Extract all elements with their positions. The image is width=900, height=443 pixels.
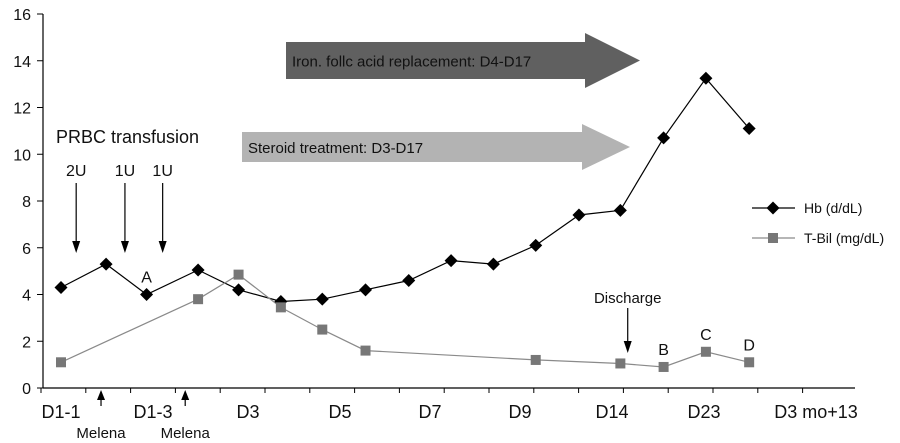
- tbil-point: [744, 357, 755, 368]
- hb-point: [54, 280, 68, 294]
- transfusion-arrow-head: [158, 241, 167, 253]
- hb-point: [140, 288, 154, 301]
- treatment-label: Steroid treatment: D3-D17: [248, 140, 423, 157]
- tbil-point: [275, 302, 286, 313]
- y-tick-label: 4: [22, 288, 31, 305]
- tbil-point: [317, 324, 328, 335]
- melena-label: Melena: [76, 425, 126, 442]
- legend-marker: [766, 201, 780, 215]
- series-markers: [54, 71, 756, 372]
- transfusion-label: 1U: [115, 163, 135, 180]
- y-tick-label: 10: [13, 147, 31, 164]
- x-tick-label: D1-3: [133, 402, 172, 422]
- y-tick-label: 12: [13, 101, 31, 118]
- tbil-point: [193, 294, 204, 305]
- y-tick-label: 8: [22, 194, 31, 211]
- x-tick-label: D9: [508, 402, 531, 422]
- hb-point: [529, 238, 543, 252]
- transfusion-arrow-head: [72, 241, 81, 253]
- hb-point: [572, 208, 586, 222]
- melena-arrow-head: [181, 390, 190, 400]
- treatment-arrows: Iron. follc acid replacement: D4-D17 Ster…: [242, 33, 640, 170]
- y-tick-label: 6: [22, 241, 31, 258]
- discharge-arrow-head: [623, 341, 632, 353]
- transfusion-label: 1U: [152, 163, 172, 180]
- x-tick-label: D1-1: [41, 402, 80, 422]
- melena-arrow-head: [97, 390, 106, 400]
- prbc-transfusion-title: PRBC transfusion: [56, 127, 199, 147]
- legend-label: Hb (d/dL): [804, 200, 862, 216]
- point-letter-label: D: [743, 337, 755, 354]
- point-letter-label: B: [658, 342, 669, 359]
- treatment-arrow: [286, 33, 640, 88]
- point-letter-label: A: [141, 270, 152, 287]
- series-lines: [60, 77, 750, 368]
- x-tick-label: D14: [595, 402, 628, 422]
- y-tick-label: 2: [22, 334, 31, 351]
- hb-point: [486, 257, 500, 271]
- tbil-point: [530, 354, 541, 365]
- tbil-point: [658, 361, 669, 372]
- hb-point: [699, 71, 713, 85]
- point-letter-label: C: [700, 327, 712, 344]
- tbil-point: [360, 345, 371, 356]
- transfusion-label: 2U: [66, 163, 86, 180]
- transfusion-arrow-head: [120, 241, 129, 253]
- y-tick-label: 14: [13, 54, 31, 71]
- hb-point: [99, 257, 113, 271]
- x-tick-label: D23: [687, 402, 720, 422]
- tbil-point: [233, 269, 244, 280]
- tbil-point: [615, 358, 626, 369]
- hb-point: [444, 254, 458, 268]
- hb-point: [315, 292, 329, 306]
- treatment-arrow: [242, 124, 630, 170]
- melena-label: Melena: [161, 425, 211, 442]
- x-tick-label: D7: [418, 402, 441, 422]
- x-tick-label: D3: [236, 402, 259, 422]
- tbil-point: [700, 346, 711, 357]
- series-line-hb: [60, 77, 750, 303]
- x-tick-label: D5: [328, 402, 351, 422]
- hb-point: [191, 263, 205, 277]
- y-tick-label: 16: [13, 7, 31, 24]
- hb-point: [232, 283, 246, 297]
- discharge-label: Discharge: [594, 290, 662, 307]
- annotations: PRBC transfusion 2U 1U 1U Melena Melena Discha…: [56, 127, 755, 442]
- y-tick-label: 0: [22, 381, 31, 398]
- legend-label: T-Bil (mg/dL): [804, 230, 884, 246]
- axes: 0 2 4 6 8 10 12 14 16 D1-1 D1-3 D3 D5 D7 D9 D14 D23 D3 mo…: [13, 7, 858, 422]
- legend: Hb (d/dL) T-Bil (mg/dL): [752, 200, 884, 246]
- hb-point: [613, 203, 627, 217]
- hb-point: [742, 122, 756, 136]
- legend-marker: [768, 233, 778, 243]
- hb-point: [402, 273, 416, 287]
- hb-point: [359, 283, 373, 297]
- tbil-point: [56, 357, 66, 368]
- series-line-tbil: [60, 273, 750, 368]
- hb-point: [657, 131, 671, 145]
- treatment-label: Iron. follc acid replacement: D4-D17: [292, 54, 531, 71]
- x-tick-label: D3 mo+13: [774, 402, 858, 422]
